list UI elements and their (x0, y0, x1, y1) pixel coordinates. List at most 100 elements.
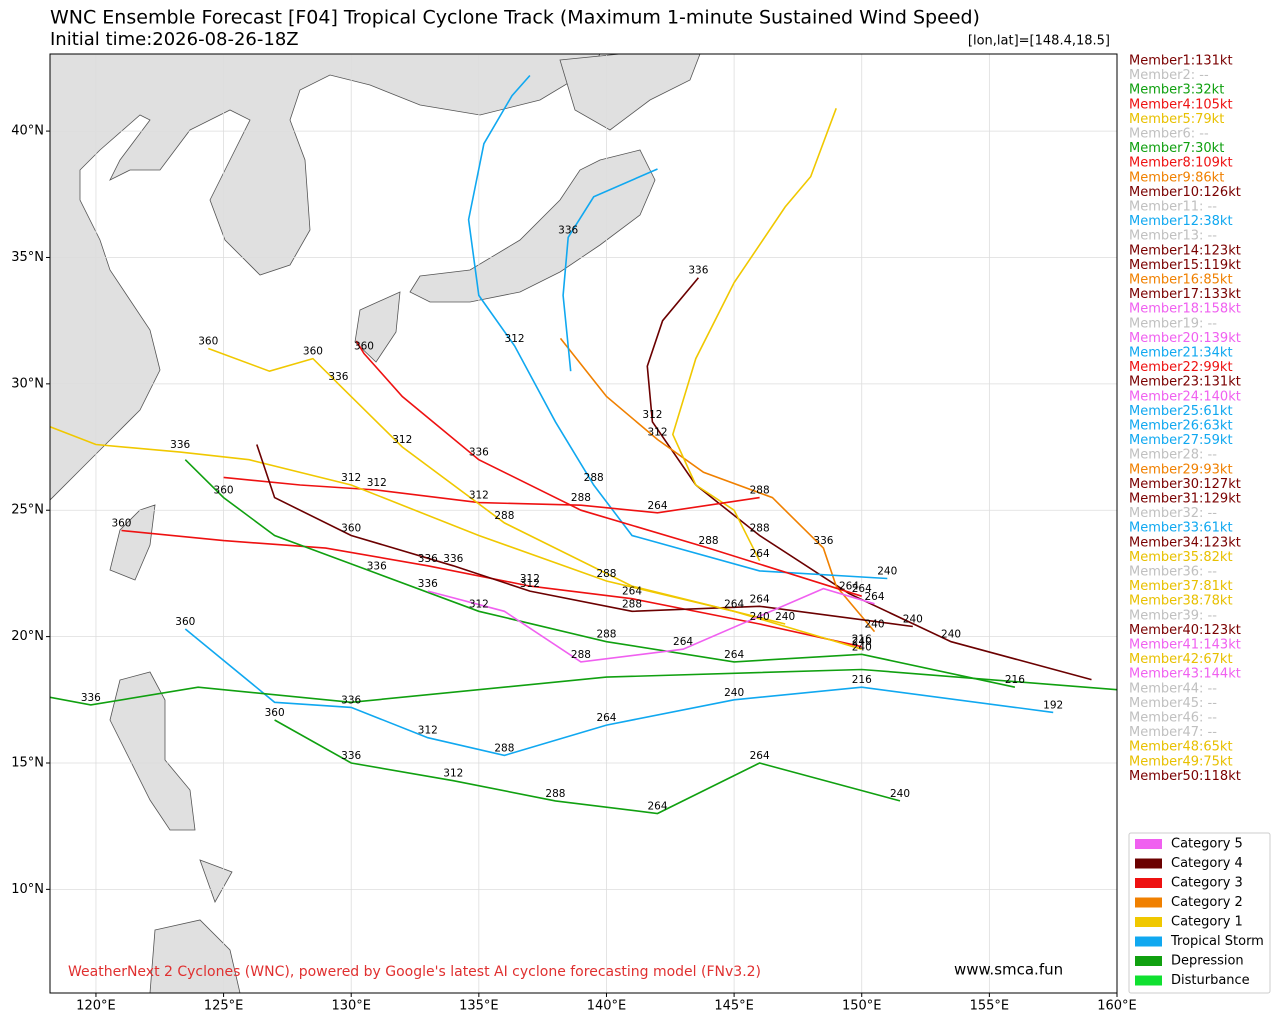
hour-label: 216 (1005, 674, 1025, 686)
legend-swatch (1135, 975, 1162, 986)
tracks: 240 264 288 312 336 240 336 312 264 240 288 312 288 2… (50, 74, 1117, 815)
hour-label: 240 (775, 611, 795, 623)
hour-label: 264 (648, 801, 668, 813)
hour-label: 288 (494, 510, 514, 522)
hour-label: 192 (1043, 699, 1063, 711)
legend-label: Depression (1171, 954, 1244, 969)
hour-label: 288 (596, 568, 616, 580)
member-label: Member14:123kt (1129, 243, 1241, 258)
hour-label: 240 (941, 629, 961, 641)
y-tick-label: 30°N (11, 376, 44, 391)
member-label: Member22:99kt (1129, 360, 1233, 375)
hour-label: 312 (443, 768, 463, 780)
hour-label: 336 (813, 535, 833, 547)
land-luzon (109, 671, 196, 831)
legend-label: Tropical Storm (1170, 934, 1264, 949)
hour-label: 240 (877, 565, 897, 577)
legend-swatch (1135, 878, 1162, 888)
member-label: Member25:61kt (1129, 404, 1233, 419)
x-tick-label: 120°E (76, 999, 116, 1014)
hour-label: 336 (418, 578, 438, 590)
hour-label: 312 (341, 472, 361, 484)
y-tick-label: 20°N (11, 629, 44, 644)
axes: 120°E 125°E 130°E 135°E 140°E 145°E 150°E 155°E… (11, 124, 1137, 1014)
legend-box (1128, 832, 1271, 994)
track-line (208, 347, 786, 625)
member-label: Member39: -- (1129, 608, 1217, 623)
hour-label: 288 (622, 598, 642, 610)
hour-label: 312 (520, 573, 540, 585)
member-label: Member27:59kt (1129, 433, 1233, 448)
member-label: Member35:82kt (1129, 550, 1233, 565)
y-tick-label: 25°N (11, 503, 44, 518)
member-label: Member33:61kt (1129, 521, 1233, 536)
hour-label: 240 (903, 613, 923, 625)
member-label: Member18:158kt (1129, 302, 1241, 317)
member-label: Member40:123kt (1129, 623, 1241, 638)
member-label: Member30:127kt (1129, 477, 1241, 492)
plot-frame (49, 53, 1118, 994)
x-tick-label: 130°E (331, 999, 371, 1014)
y-tick-label: 15°N (11, 755, 44, 770)
hour-label: 240 (852, 636, 872, 648)
hour-label: 264 (724, 598, 744, 610)
hour-label: 336 (469, 447, 489, 459)
track-line (562, 168, 658, 372)
hour-label: 360 (303, 346, 323, 358)
member-label: Member1:131kt (1129, 54, 1233, 69)
legend-label: Category 5 (1171, 837, 1243, 852)
legend-swatch (1135, 858, 1162, 869)
hour-label: 264 (750, 548, 770, 560)
legend-label: Category 1 (1171, 915, 1243, 930)
hour-label: 360 (265, 707, 285, 719)
member-label: Member47: -- (1129, 725, 1217, 740)
member-label: Member8:109kt (1129, 156, 1233, 171)
x-tick-label: 160°E (1097, 999, 1137, 1014)
member-label: Member49:75kt (1129, 754, 1233, 769)
hour-label: 336 (170, 439, 190, 451)
y-tick-label: 10°N (11, 882, 44, 897)
x-tick-label: 155°E (970, 999, 1010, 1014)
y-tick-label: 35°N (11, 250, 44, 265)
legend-label: Category 4 (1171, 856, 1243, 871)
track-line (671, 108, 837, 562)
legend-swatch (1135, 917, 1162, 927)
track-line (184, 459, 1016, 688)
member-label: Member9:86kt (1129, 170, 1224, 185)
track-line (121, 529, 862, 648)
hour-label: 336 (443, 553, 463, 565)
hour-label: 312 (469, 490, 489, 502)
hour-label: 240 (890, 788, 910, 800)
member-label: Member38:78kt (1129, 594, 1233, 609)
track-line (467, 74, 888, 580)
land-honshu (409, 149, 656, 303)
member-label: Member32: -- (1129, 506, 1217, 521)
hour-label: 288 (750, 485, 770, 497)
hour-label: 336 (558, 224, 578, 236)
track-line (355, 340, 862, 597)
hour-label: 264 (750, 750, 770, 762)
hour-label: 312 (642, 409, 662, 421)
plot-area: 240 264 288 312 336 240 336 312 264 240 288 312 288 2… (50, 54, 1117, 993)
member-label: Member19: -- (1129, 316, 1217, 331)
hour-label: 360 (198, 335, 218, 347)
land-mindanao (149, 919, 241, 993)
hour-label: 288 (596, 629, 616, 641)
subtitle: Initial time:2026-08-26-18Z (50, 29, 299, 50)
hour-label: 264 (864, 591, 884, 603)
member-label: Member21:34kt (1129, 346, 1233, 361)
hour-label: 288 (494, 742, 514, 754)
member-label: Member42:67kt (1129, 652, 1233, 667)
hour-label: 240 (724, 687, 744, 699)
hour-label: 264 (750, 593, 770, 605)
footer-text: WeatherNext 2 Cyclones (WNC), powered by… (68, 964, 761, 980)
member-label: Member45: -- (1129, 696, 1217, 711)
member-label: Member37:81kt (1129, 579, 1233, 594)
hour-label: 312 (367, 477, 387, 489)
member-label: Member34:123kt (1129, 535, 1241, 550)
track-line (427, 587, 875, 663)
hour-label: 288 (571, 649, 591, 661)
hour-label: 312 (505, 333, 525, 345)
site-text: www.smca.fun (954, 961, 1063, 979)
member-label: Member28: -- (1129, 448, 1217, 463)
